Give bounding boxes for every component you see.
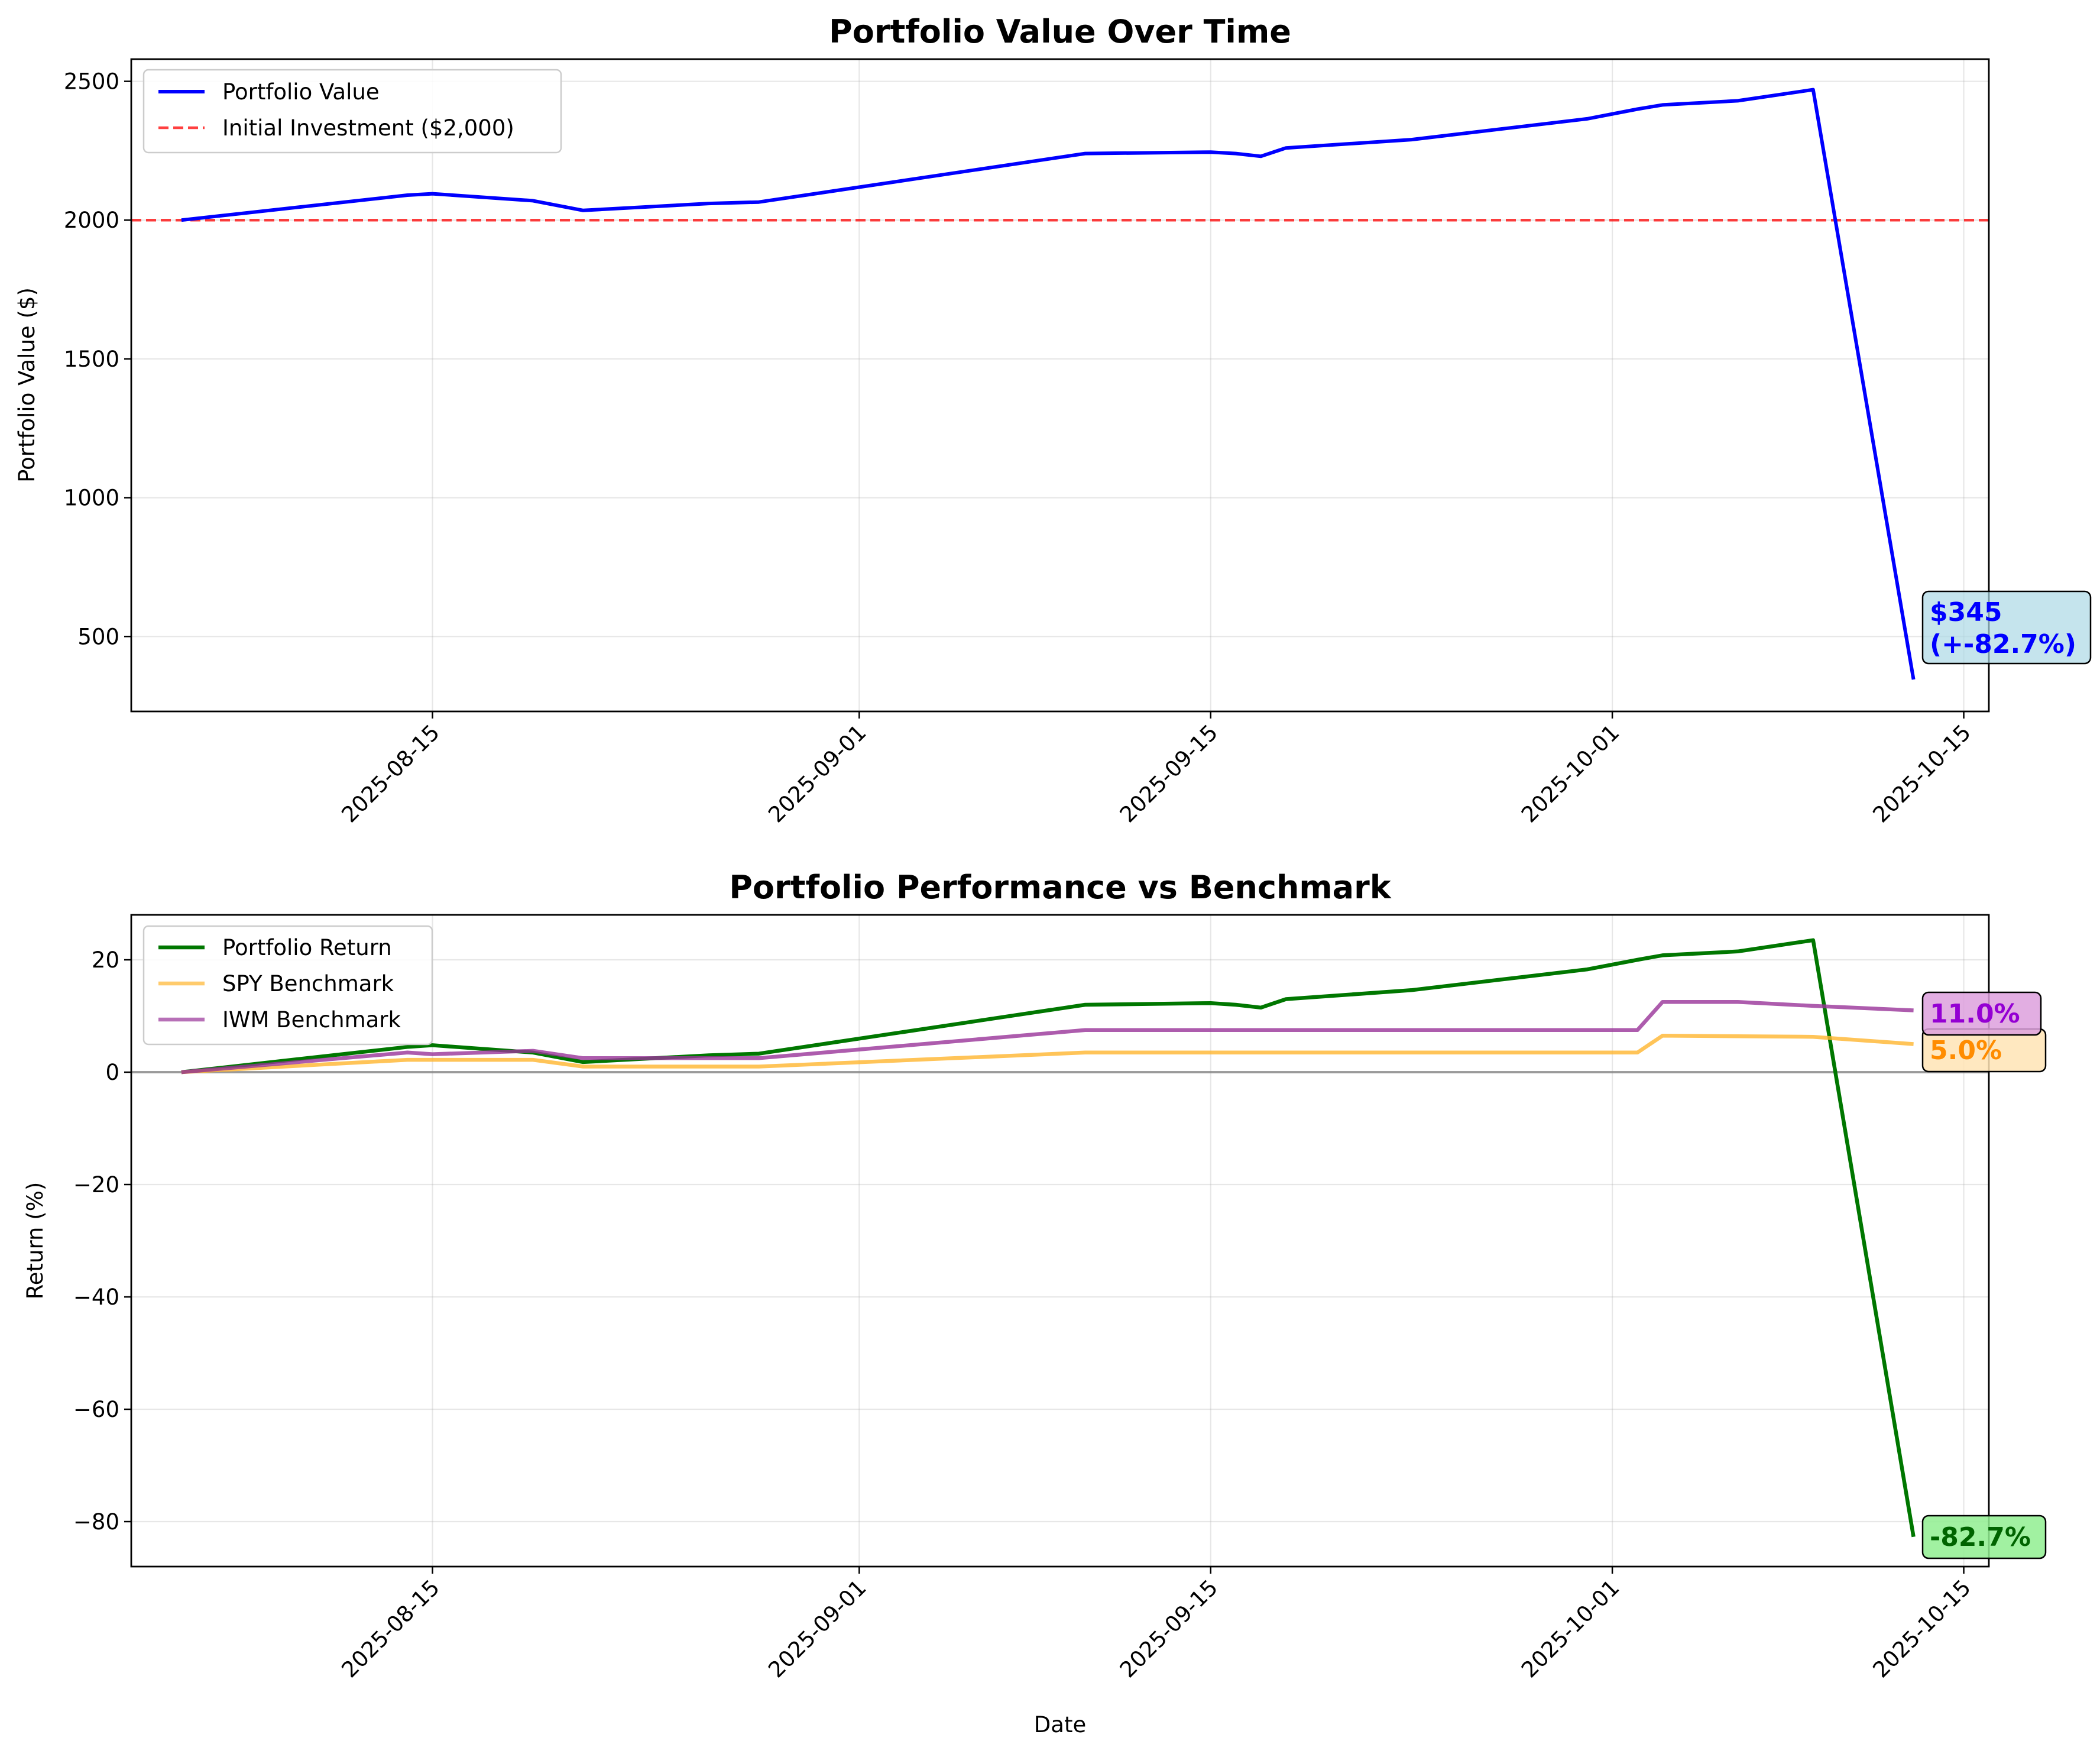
annotation-box (1921, 991, 2042, 1036)
y-axis-ticks: 500 1000 1500 2000 2500 (64, 69, 131, 649)
plot-frame (130, 914, 1990, 1568)
grid (131, 59, 1989, 711)
plot-frame (130, 58, 1990, 713)
legend: Portfolio Return SPY Benchmark IWM Bench… (142, 925, 433, 1046)
annotation-box (1921, 1515, 2047, 1559)
y-tick-label: −20 (73, 1172, 119, 1198)
y-axis-label: Portfolio Value ($) (14, 287, 40, 483)
iwm-end-annotation: 11.0% (1921, 991, 2042, 1036)
y-tick-label: 20 (92, 947, 119, 973)
plot-data (131, 88, 1989, 680)
plot-data (131, 938, 1989, 1538)
legend-box (142, 925, 433, 1046)
series-portfolio-return (181, 938, 1916, 1538)
legend-label: SPY Benchmark (222, 971, 394, 996)
portfolio-return-end-annotation: -82.7% (1921, 1515, 2047, 1559)
annotation-value: -82.7% (1930, 1522, 2031, 1552)
x-tick-label: 2025-10-01 (1516, 720, 1624, 827)
x-tick-label: 2025-09-01 (763, 720, 871, 827)
legend: Portfolio Value Initial Investment ($2,0… (142, 69, 562, 154)
annotation-change: (+-82.7%) (1930, 629, 2076, 659)
series-spy-benchmark (181, 1034, 1914, 1075)
y-tick-label: 1000 (64, 486, 119, 511)
x-tick-label: 2025-10-15 (1868, 720, 1975, 827)
legend-label: Initial Investment ($2,000) (222, 115, 514, 141)
final-value-annotation: $345 (+-82.7%) (1921, 590, 2092, 665)
y-tick-label: −40 (73, 1284, 119, 1310)
series-iwm-benchmark (181, 1000, 1914, 1075)
y-tick-label: −60 (73, 1397, 119, 1422)
y-tick-label: 0 (105, 1060, 119, 1085)
annotation-value: $345 (1930, 597, 2002, 627)
legend-label: Portfolio Value (222, 79, 380, 105)
y-axis-ticks: 20 0 −20 −40 −60 −80 (73, 947, 131, 1535)
chart-title: Portfolio Value Over Time (829, 13, 1291, 50)
x-tick-label: 2025-09-15 (1115, 720, 1223, 827)
annotation-value: 11.0% (1930, 999, 2020, 1029)
x-axis-ticks: 2025-08-15 2025-09-01 2025-09-15 2025-10-01… (336, 711, 1976, 827)
x-axis-label: Date (1034, 1712, 1086, 1737)
chart-title: Portfolio Performance vs Benchmark (729, 869, 1391, 906)
legend-label: Portfolio Return (222, 935, 392, 960)
legend-box (142, 69, 562, 154)
legend-label: IWM Benchmark (222, 1007, 401, 1033)
y-axis-label: Return (%) (22, 1182, 48, 1300)
series-portfolio-value (181, 88, 1916, 680)
x-tick-label: 2025-09-15 (1115, 1575, 1223, 1682)
annotation-box (1921, 590, 2092, 665)
chart-portfolio-value: Portfolio Value Over Time 2025-08-15 2025… (14, 13, 2092, 827)
y-tick-label: −80 (73, 1509, 119, 1535)
y-tick-label: 2000 (64, 208, 119, 233)
y-tick-label: 2500 (64, 69, 119, 95)
annotation-value: 5.0% (1930, 1036, 2002, 1066)
x-axis-ticks: 2025-08-15 2025-09-01 2025-09-15 2025-10-01… (336, 1567, 1976, 1682)
y-tick-label: 1500 (64, 347, 119, 372)
x-tick-label: 2025-10-01 (1516, 1575, 1624, 1682)
x-tick-label: 2025-08-15 (336, 1575, 444, 1682)
y-tick-label: 500 (77, 624, 119, 649)
grid (131, 915, 1989, 1567)
chart-performance-vs-benchmark: Portfolio Performance vs Benchmark 2025-… (22, 869, 2047, 1737)
x-tick-label: 2025-09-01 (763, 1575, 871, 1682)
x-tick-label: 2025-08-15 (336, 720, 444, 827)
spy-end-annotation: 5.0% (1921, 1028, 2047, 1073)
x-tick-label: 2025-10-15 (1868, 1575, 1975, 1682)
